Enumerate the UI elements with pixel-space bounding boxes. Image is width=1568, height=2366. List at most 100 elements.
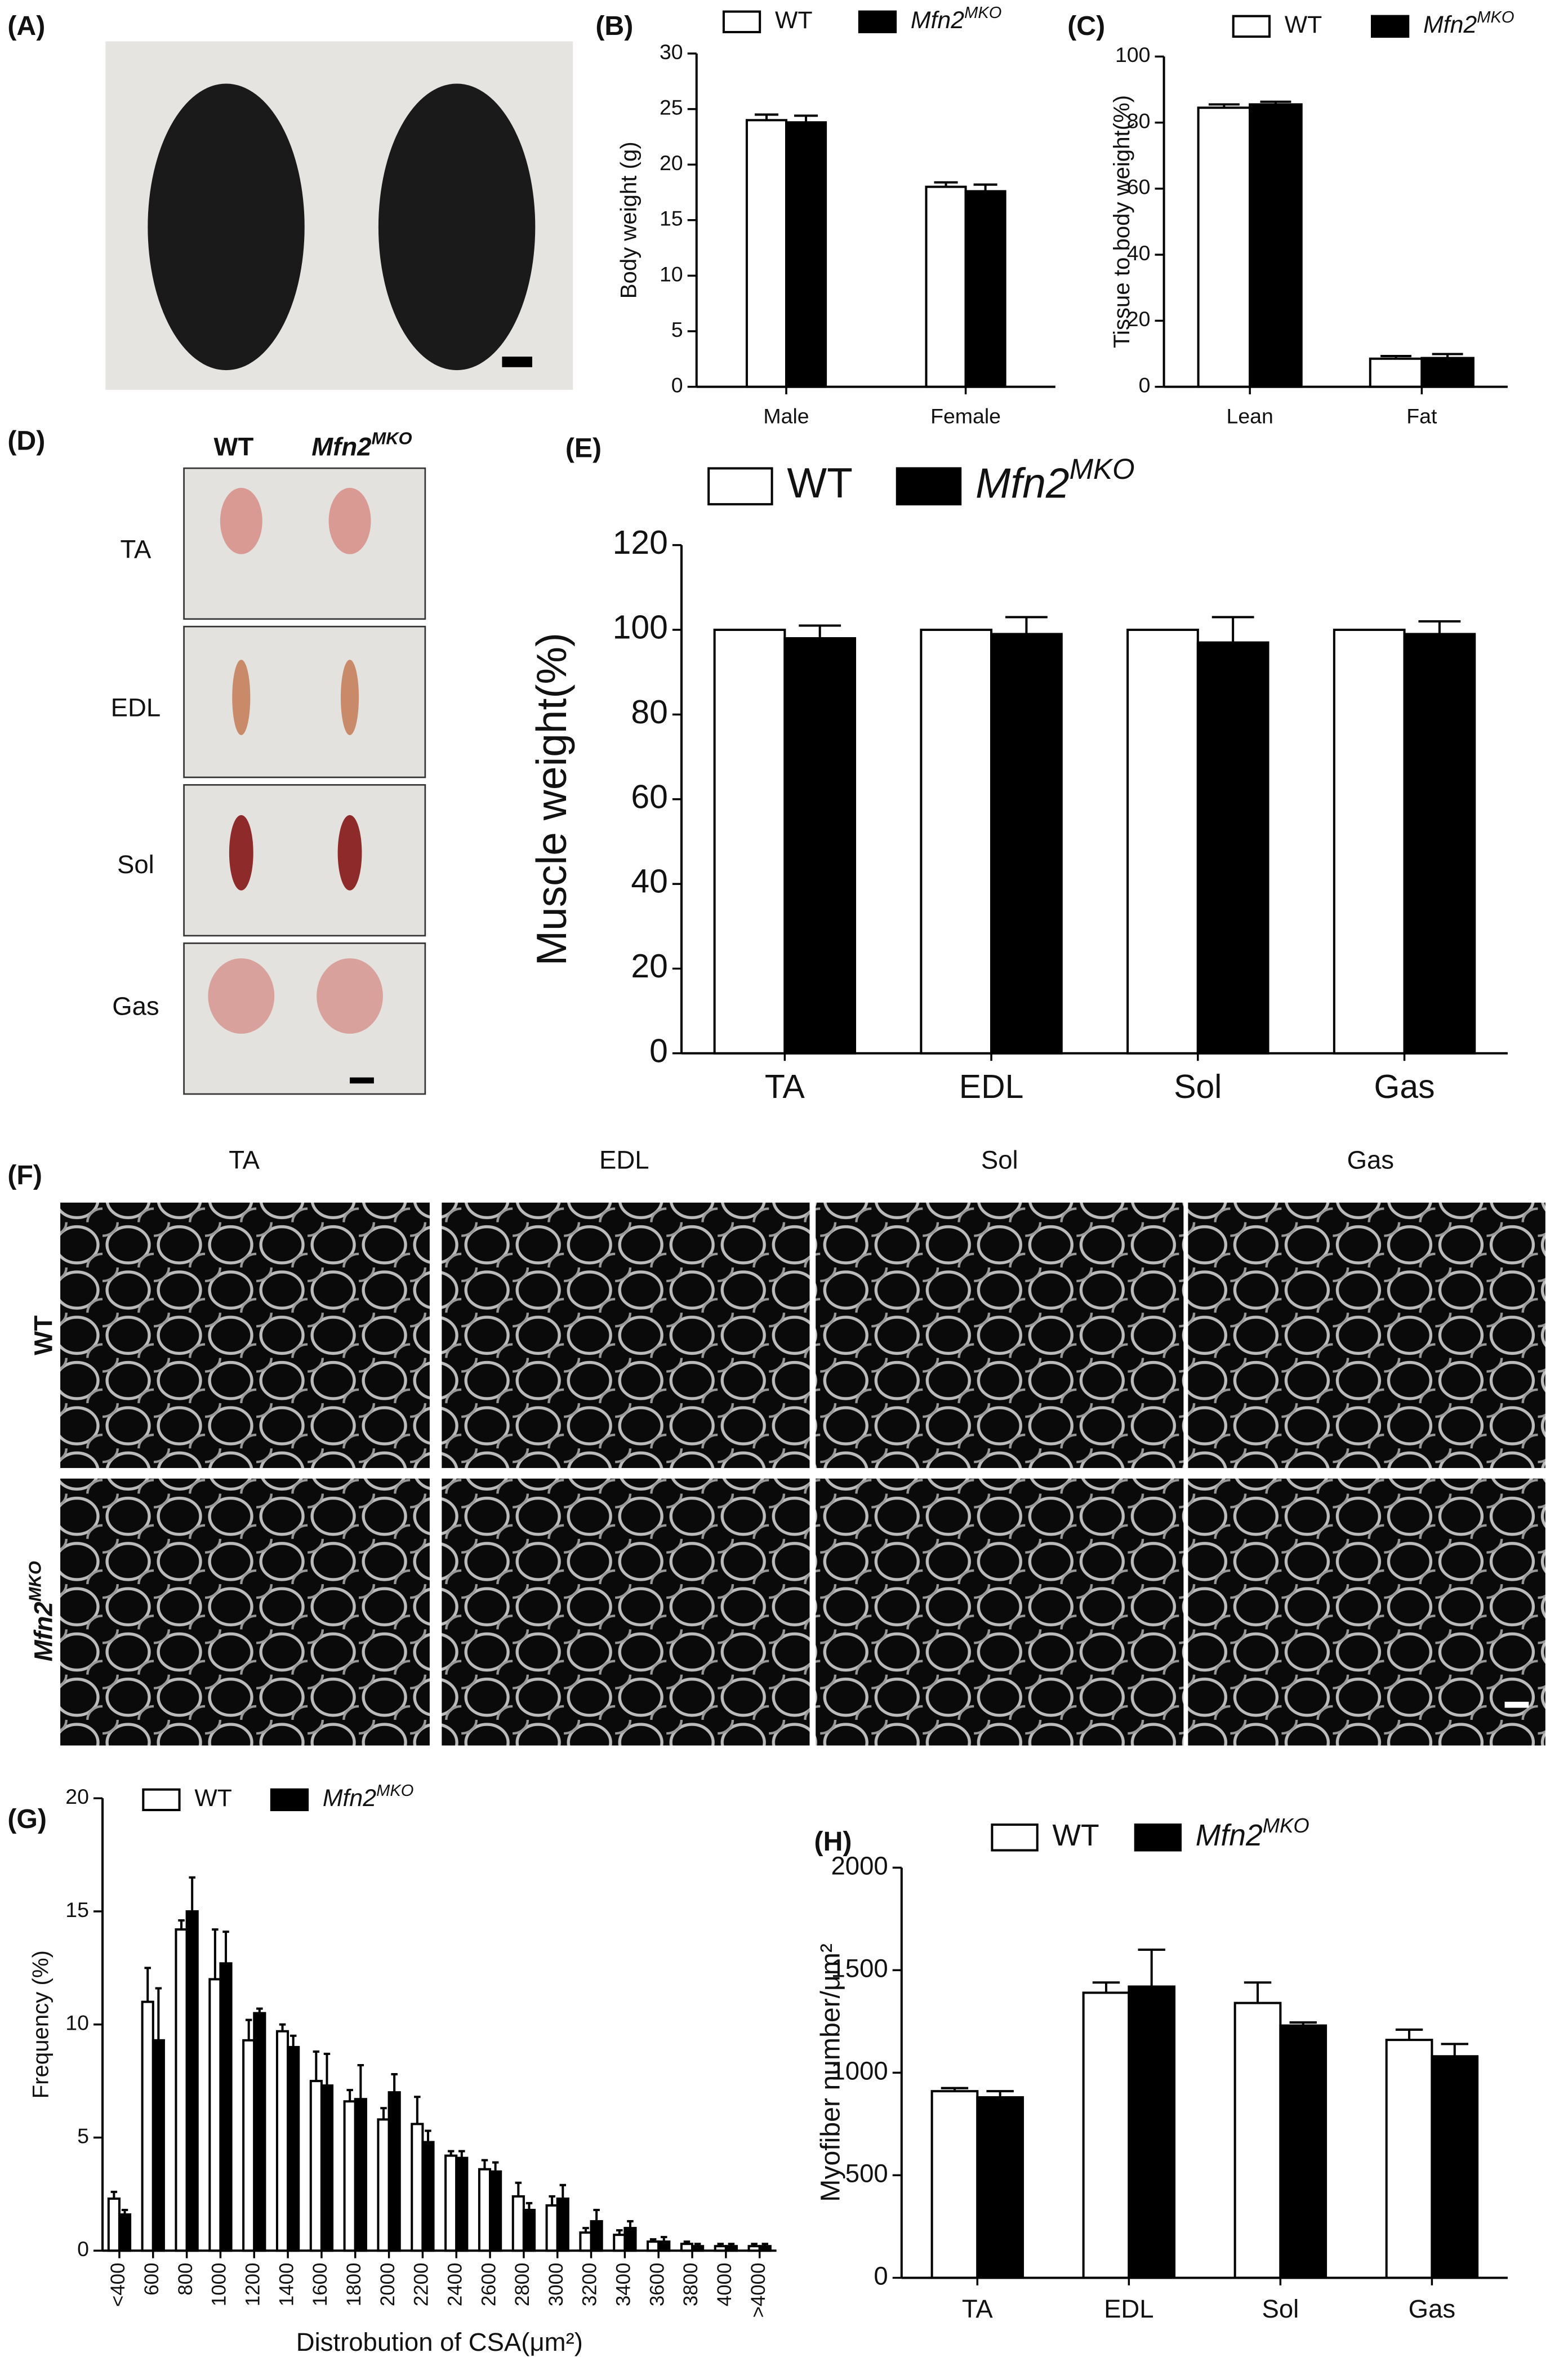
error-bar: [1260, 100, 1291, 105]
y-tick-label: 80: [631, 694, 667, 731]
x-tick-label: Sol: [1174, 1069, 1222, 1105]
x-tick-label: EDL: [959, 1069, 1024, 1105]
legend-label: Mfn2MKO: [911, 3, 1002, 34]
bar: [1385, 2039, 1433, 2279]
error-bar: [1005, 616, 1048, 634]
error-bar: [717, 2243, 724, 2247]
y-tick-label: 15: [65, 1898, 89, 1922]
bar: [925, 185, 967, 388]
error-bar: [1395, 2028, 1423, 2040]
error-bar: [627, 2220, 634, 2229]
bar: [623, 2227, 637, 2252]
bar: [724, 2245, 738, 2252]
error-bar: [212, 1928, 219, 1980]
error-bar: [794, 114, 818, 123]
bar: [964, 190, 1006, 388]
error-bar: [178, 1919, 185, 1930]
panel-label: (D): [7, 425, 45, 456]
x-tick-label: 600: [141, 2263, 163, 2296]
legend-swatch: [896, 467, 962, 506]
bar: [920, 629, 993, 1055]
bar: [253, 2012, 266, 2252]
error-bar: [1138, 1948, 1165, 1987]
x-tick-label: 4000: [714, 2263, 736, 2306]
y-tick-label: 120: [613, 524, 668, 561]
bar: [680, 2243, 694, 2252]
y-tick-label: 15: [660, 207, 683, 230]
error-bar: [582, 2227, 589, 2233]
bar: [1197, 106, 1251, 388]
bar: [522, 2208, 536, 2252]
error-bar: [1244, 1981, 1272, 2003]
x-tick-label: 3400: [613, 2263, 635, 2306]
x-tick-label: EDL: [1104, 2294, 1154, 2323]
bar: [691, 2245, 705, 2252]
error-bar: [549, 2195, 555, 2205]
y-tick-label: 10: [660, 262, 683, 286]
legend-label: Mfn2MKO: [1196, 1814, 1309, 1852]
y-tick-label: 0: [671, 373, 683, 397]
x-tick-label: <400: [107, 2263, 129, 2307]
bar: [185, 1910, 199, 2252]
bar: [657, 2240, 671, 2252]
error-bar: [313, 2050, 320, 2082]
y-tick-label: 60: [1127, 175, 1151, 199]
legend-label: WT: [194, 1785, 232, 1812]
error-bar: [593, 2208, 600, 2222]
bar: [208, 1978, 222, 2252]
bar: [287, 2045, 300, 2252]
bar: [309, 2080, 323, 2252]
column-label: Sol: [981, 1146, 1018, 1175]
column-label: TA: [229, 1146, 260, 1175]
legend-label: Mfn2MKO: [323, 1782, 414, 1812]
error-bar: [986, 2090, 1014, 2098]
bar: [647, 2240, 660, 2252]
bar: [511, 2195, 525, 2252]
y-tick-label: 20: [660, 151, 683, 175]
x-tick-label: Female: [930, 404, 1001, 428]
row-label: TA: [121, 535, 152, 563]
bar: [343, 2100, 357, 2252]
x-tick-label: 2000: [377, 2263, 399, 2306]
panel-label: (B): [595, 11, 633, 41]
y-tick-label: 0: [77, 2237, 89, 2261]
y-tick-label: 100: [1115, 43, 1151, 66]
bar: [411, 2123, 424, 2252]
bar: [1333, 629, 1406, 1055]
row-label: Gas: [112, 991, 159, 1020]
row-label: Mfn2MKO: [25, 1561, 58, 1661]
y-tick-label: 5: [77, 2124, 89, 2147]
bar: [556, 2197, 569, 2252]
legend-label: WT: [1052, 1819, 1099, 1852]
error-bar: [649, 2238, 657, 2242]
bar: [713, 629, 786, 1055]
bar: [785, 121, 827, 388]
legend-label: Mfn2MKO: [975, 453, 1135, 506]
bar: [1279, 2024, 1328, 2279]
error-bar: [728, 2243, 735, 2247]
legend-swatch: [991, 1824, 1039, 1852]
y-tick-label: 0: [874, 2261, 888, 2290]
bar: [1403, 633, 1476, 1055]
legend-swatch: [858, 10, 897, 33]
bar: [320, 2084, 334, 2252]
error-bar: [515, 2181, 522, 2196]
bar: [219, 1962, 233, 2252]
error-bar: [1092, 1981, 1120, 1993]
y-tick-label: 30: [660, 40, 683, 64]
y-tick-label: 40: [631, 864, 667, 900]
error-bar: [447, 2150, 455, 2156]
x-tick-label: 2400: [444, 2263, 466, 2306]
error-bar: [694, 2243, 701, 2247]
error-bar: [110, 2190, 118, 2199]
error-bar: [525, 2202, 533, 2210]
legend-label: WT: [1285, 11, 1322, 38]
row-label: WT: [29, 1315, 57, 1355]
legend-label: WT: [787, 459, 853, 506]
error-bar: [934, 181, 958, 187]
legend-swatch: [707, 467, 773, 506]
x-tick-label: 1600: [309, 2263, 331, 2306]
x-tick-label: TA: [765, 1069, 805, 1105]
error-bar: [754, 113, 778, 121]
x-tick-label: 1200: [242, 2263, 264, 2306]
